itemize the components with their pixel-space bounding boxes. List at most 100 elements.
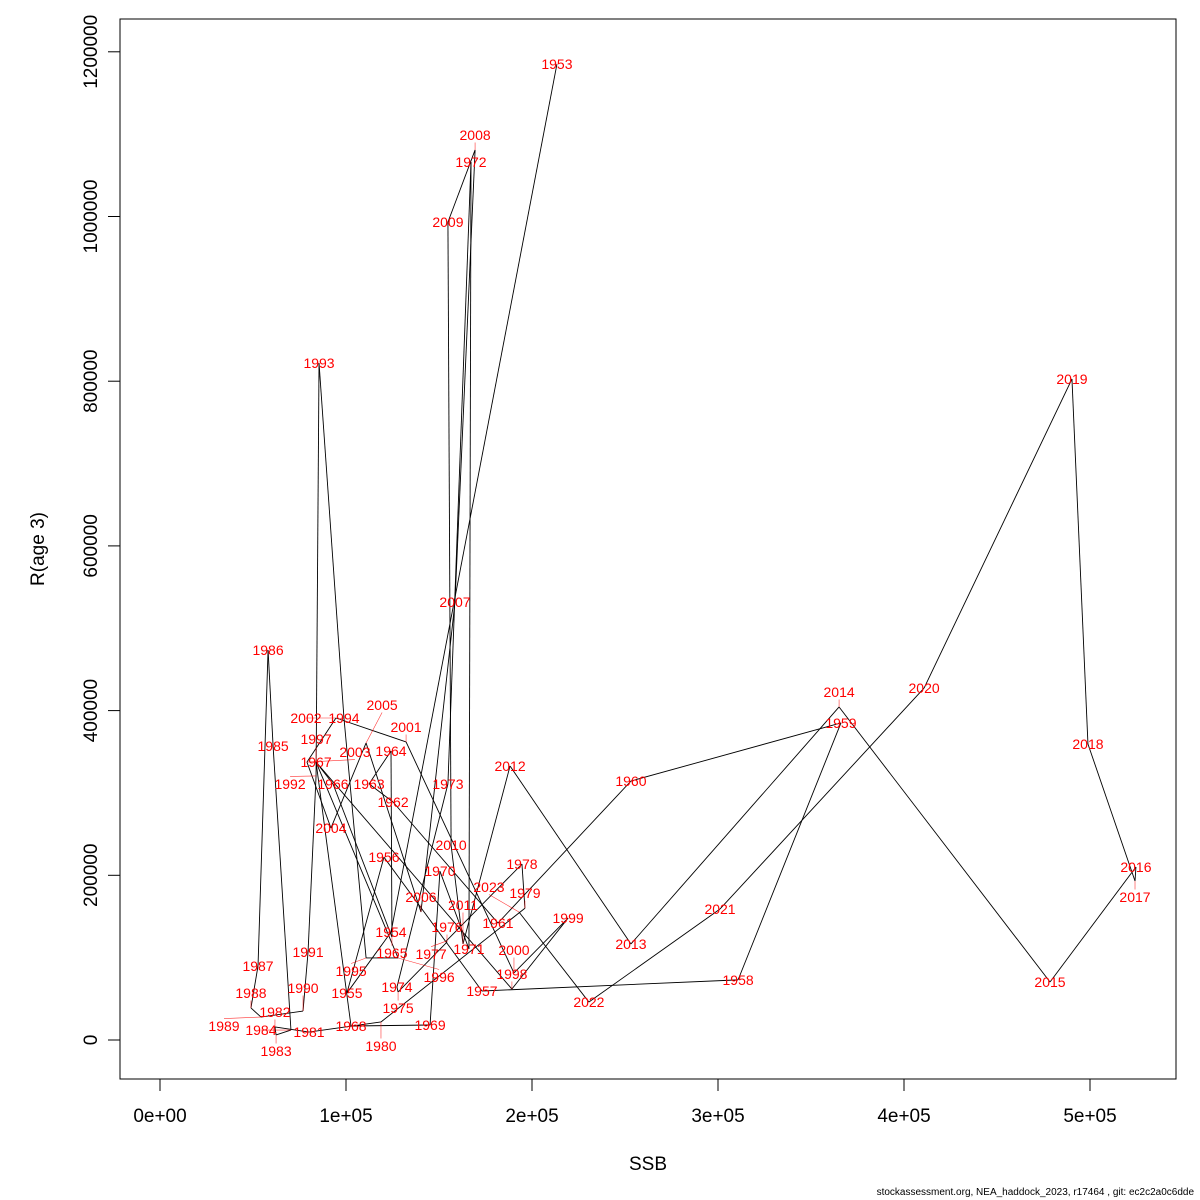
year-label-1956: 1956 [368,849,399,865]
y-axis: 0 200000 400000 600000 800000 1000000 1200000 [81,15,121,1046]
trajectory-segment-1994-1995 [343,717,367,959]
year-label-1981: 1981 [293,1024,324,1040]
year-label-1978: 1978 [506,856,537,872]
year-label-2002: 2002 [290,710,321,726]
year-label-1977: 1977 [415,946,446,962]
trajectory-segment-2004-2005 [330,742,367,829]
trajectory-segment-2006-2007 [420,601,456,913]
year-label-1997: 1997 [300,731,331,747]
y-tick-label: 200000 [81,844,102,907]
year-label-2012: 2012 [494,758,525,774]
year-label-1976: 1976 [431,919,462,935]
x-tick-label: 2e+05 [505,1106,558,1127]
year-label-1984: 1984 [245,1022,276,1038]
year-label-2010: 2010 [436,837,467,853]
year-label-2008: 2008 [460,127,491,143]
year-label-1999: 1999 [553,910,584,926]
trajectory-segment-1980-1981 [308,1021,382,1033]
x-tick-label: 4e+05 [877,1106,930,1127]
trajectory-segment-2014-2015 [838,706,1051,983]
trajectory-segment-1998-1999 [511,917,569,990]
year-label-2004: 2004 [315,820,346,836]
trajectory-segment-2012-2013 [509,765,632,945]
year-label-1969: 1969 [414,1017,445,1033]
year-label-1962: 1962 [377,794,408,810]
trajectory-segment-2022-2023 [518,911,590,1003]
trajectory-segment-2018-2019 [1071,378,1089,745]
leader-line-1996 [397,957,440,970]
trajectory-segment-2002-2003 [306,717,337,763]
year-label-1966: 1966 [317,776,348,792]
trajectory-segment-2003-2004 [306,761,332,829]
leader-line-1995 [350,957,367,964]
year-label-1990: 1990 [287,980,318,996]
year-labels: 1953 1954 1955 1956 1957 1958 1959 1960 1961 1962… [208,56,1151,1059]
trajectory-segment-1953-1954 [390,64,558,933]
trajectory-segment-1977-1978 [445,863,523,942]
x-tick-label: 5e+05 [1063,1106,1116,1127]
leader-line-2003 [306,759,355,763]
year-label-2022: 2022 [573,994,604,1010]
year-label-2023: 2023 [473,879,504,895]
trajectory-segment-1971-1972 [468,162,472,950]
x-tick-label: 3e+05 [691,1106,744,1127]
year-label-1971: 1971 [453,941,484,957]
year-label-1992: 1992 [274,776,305,792]
trajectory-segment-1996-1997 [315,761,399,959]
label-leader-lines [223,142,1136,1044]
trajectory-segment-2016-2017 [1134,866,1137,882]
year-label-1982: 1982 [259,1004,290,1020]
trajectory-segment-1985-1986 [267,649,274,747]
trajectory-segment-1970-1971 [439,871,470,950]
trajectory-segment-1958-1959 [737,722,842,981]
leader-line-1992 [290,775,317,777]
year-label-1986: 1986 [252,642,283,658]
leader-line-1977 [430,940,447,947]
trajectory-segment-2013-2014 [630,706,840,945]
year-label-1998: 1998 [496,966,527,982]
year-label-2020: 2020 [909,680,940,696]
y-tick-label: 1200000 [81,15,102,89]
trajectory-segment-1954-1955 [346,931,392,994]
year-label-1988: 1988 [235,985,266,1001]
trajectory-segment-1956-1957 [383,856,483,992]
trajectory-segment-1964-1965 [390,750,393,938]
trajectory-segment-1987-1988 [250,965,259,1009]
year-label-2018: 2018 [1072,736,1103,752]
year-label-1983: 1983 [260,1043,291,1059]
year-label-1953: 1953 [541,56,572,72]
x-axis: 0e+00 1e+05 2e+05 3e+05 4e+05 5e+05 [133,1078,1117,1127]
trajectory-segment-1968-1969 [351,1024,431,1027]
trajectory-segment-2021-2022 [588,908,721,1003]
year-label-1994: 1994 [328,710,359,726]
year-label-1985: 1985 [258,738,289,754]
year-label-2001: 2001 [390,719,421,735]
year-label-1993: 1993 [303,355,334,371]
y-axis-title: R(age 3) [28,512,49,586]
y-tick-label: 600000 [81,514,102,577]
trajectory-segment-1993-1994 [318,363,345,719]
year-label-1979: 1979 [509,885,540,901]
year-label-2005: 2005 [367,697,398,713]
trajectory-segment-2009-2010 [447,222,452,845]
trajectory-segment-1960-1961 [497,780,632,924]
year-label-1991: 1991 [292,944,323,960]
trajectory-segment-1957-1958 [481,979,739,992]
trajectory-segment-2017-2018 [1087,743,1136,882]
trajectory-segment-2020-2021 [719,687,925,910]
plot-area-frame [119,18,1177,1080]
year-label-2015: 2015 [1034,974,1065,990]
year-label-1987: 1987 [242,958,273,974]
trajectory-lines [250,64,1137,1036]
y-tick-label: 0 [81,1035,102,1046]
leader-line-2005 [365,712,383,744]
year-label-1973: 1973 [432,776,463,792]
trajectory-segment-1999-2000 [513,917,569,974]
trajectory-segment-1984-1985 [272,745,292,1031]
trajectory-segment-1997-1998 [315,761,513,990]
year-label-1965: 1965 [376,945,407,961]
year-label-2003: 2003 [339,744,370,760]
year-label-1957: 1957 [466,983,497,999]
year-label-2007: 2007 [439,594,470,610]
trajectory-segment-2008-2009 [447,149,476,223]
